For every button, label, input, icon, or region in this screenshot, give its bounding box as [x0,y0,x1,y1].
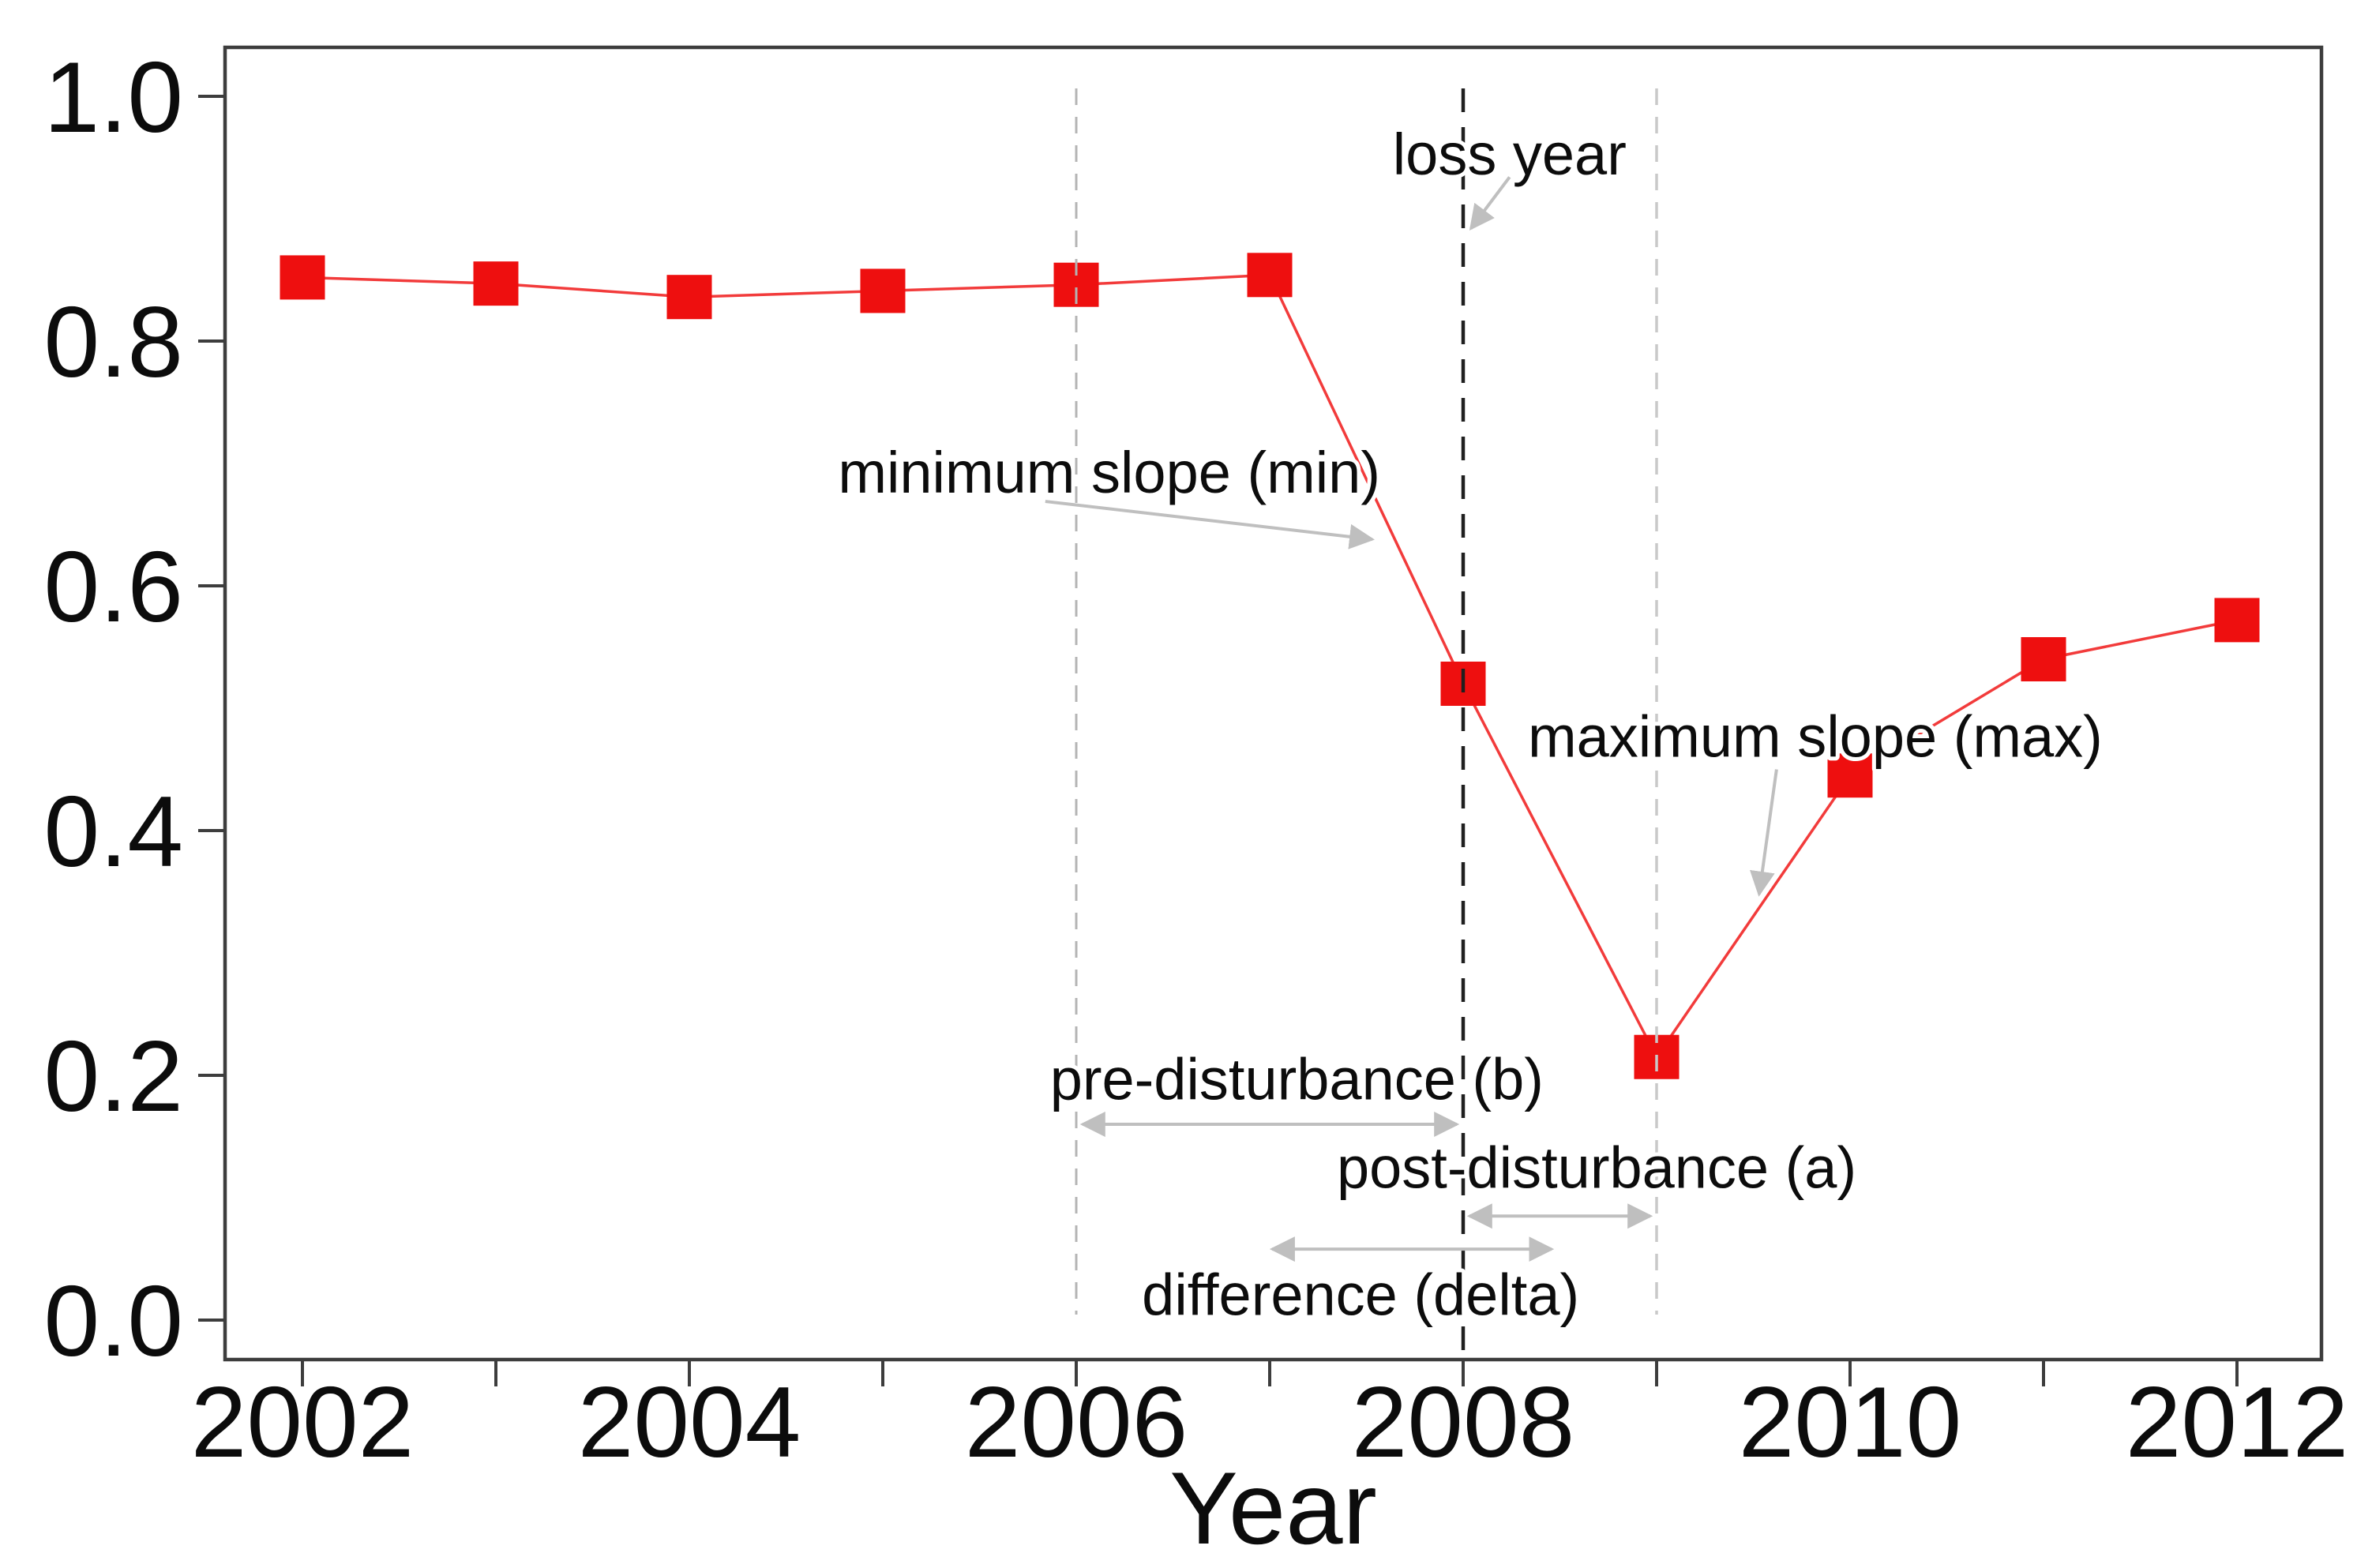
annotation-arrow [1045,500,1376,550]
x-tick-label: 2008 [1352,1366,1575,1478]
x-tick-label: 2002 [191,1366,415,1478]
annotations: loss year minimum slope (min) maximum slop… [834,118,2107,1332]
x-tick-label: 2004 [578,1366,801,1478]
y-tick-label: 1.0 [43,41,183,153]
y-tick-label: 0.0 [43,1265,183,1377]
data-point-2007 [1247,253,1293,298]
annotation-pre-disturbance: pre-disturbance (b) [1046,1043,1548,1137]
data-point-2002 [280,255,325,300]
annotation-minimum-slope: minimum slope (min) [834,436,1384,550]
annotation-arrow [1469,176,1511,231]
y-tick-label: 0.8 [43,286,183,398]
x-tick-label: 2012 [2126,1366,2349,1478]
annotation-label: minimum slope (min) [838,440,1380,505]
data-point-2003 [473,261,519,306]
annotation-label: maximum slope (max) [1528,704,2103,770]
data-point-2012 [2214,598,2260,643]
series-group [280,253,2260,1079]
annotation-label: post-disturbance (a) [1337,1135,1856,1200]
x-axis: 2002 2004 2006 2008 2010 2012 [191,1360,2349,1478]
data-point-2010 [1827,753,1873,798]
x-tick-label: 2010 [1739,1366,1962,1478]
y-axis: 0.0 0.2 0.4 0.6 0.8 1.0 [43,41,225,1377]
annotation-label: difference (delta) [1142,1262,1579,1327]
data-point-2011 [2021,637,2066,681]
reference-lines [1075,88,1658,1360]
annotation-label: pre-disturbance (b) [1050,1047,1544,1112]
annotation-label: loss year [1393,122,1627,187]
annotation-difference: difference (delta) [1138,1236,1583,1331]
annotation-post-disturbance: post-disturbance (a) [1333,1131,1860,1229]
y-tick-label: 0.2 [43,1020,183,1132]
annotation-maximum-slope: maximum slope (max) [1524,700,2107,897]
x-axis-title: Year [1169,1450,1377,1566]
y-tick-label: 0.6 [43,531,183,643]
y-tick-label: 0.4 [43,775,183,887]
annotation-loss-year: loss year [1389,118,1631,231]
data-point-2005 [860,268,906,313]
data-point-2004 [666,275,712,320]
x-tick-label: 2006 [965,1366,1188,1478]
annotation-arrow [1749,769,1778,897]
plot-border [223,45,2324,1362]
